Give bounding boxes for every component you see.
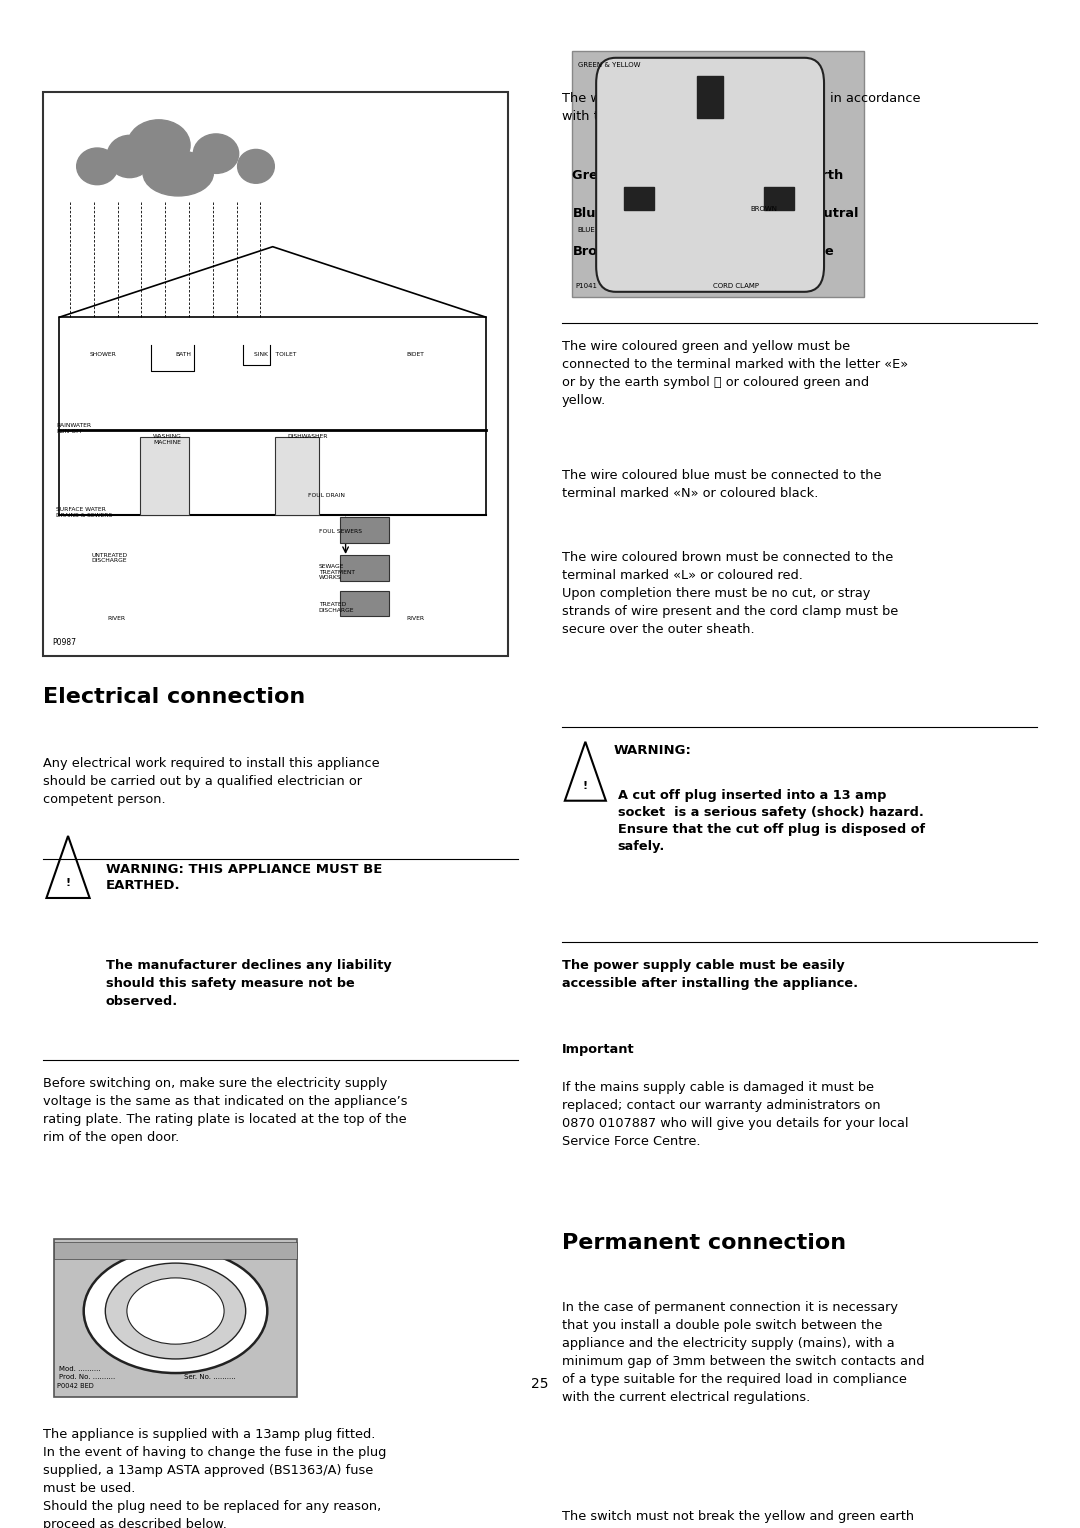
Text: Blue: Blue [572,208,605,220]
Text: Electrical connection: Electrical connection [43,686,306,706]
Bar [698,76,724,118]
Text: WASHING
MACHINE: WASHING MACHINE [153,434,181,445]
Text: FOUL SEWERS: FOUL SEWERS [319,529,362,533]
Text: Any electrical work required to install this appliance
should be carried out by : Any electrical work required to install … [43,756,380,805]
Text: P0987: P0987 [52,639,76,646]
Text: The switch must not break the yellow and green earth
cable at any point.: The switch must not break the yellow and… [562,1510,914,1528]
Bar [140,437,189,515]
Ellipse shape [143,151,213,196]
Text: Green and Yellow: Green and Yellow [572,170,699,182]
Text: P0042 BED: P0042 BED [57,1383,94,1389]
Text: Prod. No. ..........: Prod. No. .......... [59,1374,116,1380]
Bar [764,188,794,209]
Text: CORD CLAMP: CORD CLAMP [713,283,759,289]
Text: RIVER: RIVER [108,616,125,620]
Text: BIDET: BIDET [407,353,424,358]
Text: The wire coloured brown must be connected to the
terminal marked «L» or coloured: The wire coloured brown must be connecte… [562,552,897,636]
Text: Brown: Brown [572,246,619,258]
Text: The wire coloured blue must be connected to the
terminal marked «N» or coloured : The wire coloured blue must be connected… [562,469,881,501]
Text: GREEN & YELLOW: GREEN & YELLOW [578,63,640,69]
Text: Ser. No. ..........: Ser. No. .......... [184,1374,235,1380]
Text: WARNING:: WARNING: [613,744,691,758]
Text: The wire coloured green and yellow must be
connected to the terminal marked with: The wire coloured green and yellow must … [562,339,907,406]
Ellipse shape [77,148,118,185]
Text: Permanent connection: Permanent connection [562,1233,846,1253]
Bar [54,1239,297,1397]
Text: RAINWATER
RUN-OFF: RAINWATER RUN-OFF [56,423,92,434]
Text: BLUE: BLUE [578,228,595,232]
Bar [275,437,319,515]
Text: The wires in the mains lead are coloured in accordance
with the following code:: The wires in the mains lead are coloured… [562,92,920,122]
Text: 25: 25 [531,1377,549,1392]
Text: - Neutral: - Neutral [794,208,859,220]
Text: - Earth: - Earth [794,170,843,182]
Ellipse shape [107,136,152,177]
Text: SINK    TOILET: SINK TOILET [254,353,297,358]
Text: Mod. ..........: Mod. .......... [59,1366,102,1372]
Text: FOUL DRAIN: FOUL DRAIN [308,494,345,498]
Text: UNTREATED
DISCHARGE: UNTREATED DISCHARGE [92,553,127,564]
Text: DISHWASHER: DISHWASHER [287,434,328,439]
Text: - Live: - Live [794,246,834,258]
Ellipse shape [127,119,190,171]
Text: SURFACE WATER
DRAINS & SEWERS: SURFACE WATER DRAINS & SEWERS [56,507,112,518]
FancyBboxPatch shape [596,58,824,292]
Bar [54,1242,297,1259]
Text: BROWN: BROWN [751,206,778,212]
Text: A cut off plug inserted into a 13 amp
socket  is a serious safety (shock) hazard: A cut off plug inserted into a 13 amp so… [618,790,924,854]
Text: SHOWER: SHOWER [90,353,116,358]
Text: RIVER: RIVER [407,616,424,620]
Bar [340,518,389,542]
Text: TREATED
DISCHARGE: TREATED DISCHARGE [319,602,354,613]
Text: P1041: P1041 [576,283,597,289]
Text: The manufacturer declines any liability
should this safety measure not be
observ: The manufacturer declines any liability … [106,958,392,1007]
Bar [624,188,654,209]
Text: BATH: BATH [176,353,191,358]
Ellipse shape [127,1277,225,1345]
Text: !: ! [583,781,588,792]
Bar [43,92,508,656]
Ellipse shape [193,134,239,173]
Ellipse shape [238,150,274,183]
Text: !: ! [66,877,70,888]
Text: Before switching on, make sure the electricity supply
voltage is the same as tha: Before switching on, make sure the elect… [43,1077,408,1144]
Bar [340,555,389,581]
Text: SEWAGE
TREATMENT
WORKS: SEWAGE TREATMENT WORKS [319,564,354,581]
Text: The power supply cable must be easily
accessible after installing the appliance.: The power supply cable must be easily ac… [562,958,858,990]
Text: The appliance is supplied with a 13amp plug fitted.
In the event of having to ch: The appliance is supplied with a 13amp p… [43,1429,387,1528]
Text: WARNING: THIS APPLIANCE MUST BE
EARTHED.: WARNING: THIS APPLIANCE MUST BE EARTHED. [106,863,382,892]
Text: If the mains supply cable is damaged it must be
replaced; contact our warranty a: If the mains supply cable is damaged it … [562,1082,908,1148]
Ellipse shape [83,1248,268,1374]
Bar [340,591,389,616]
Text: Important: Important [562,1044,634,1056]
FancyBboxPatch shape [572,50,864,298]
Ellipse shape [106,1264,246,1358]
Text: In the case of permanent connection it is necessary
that you install a double po: In the case of permanent connection it i… [562,1302,924,1404]
